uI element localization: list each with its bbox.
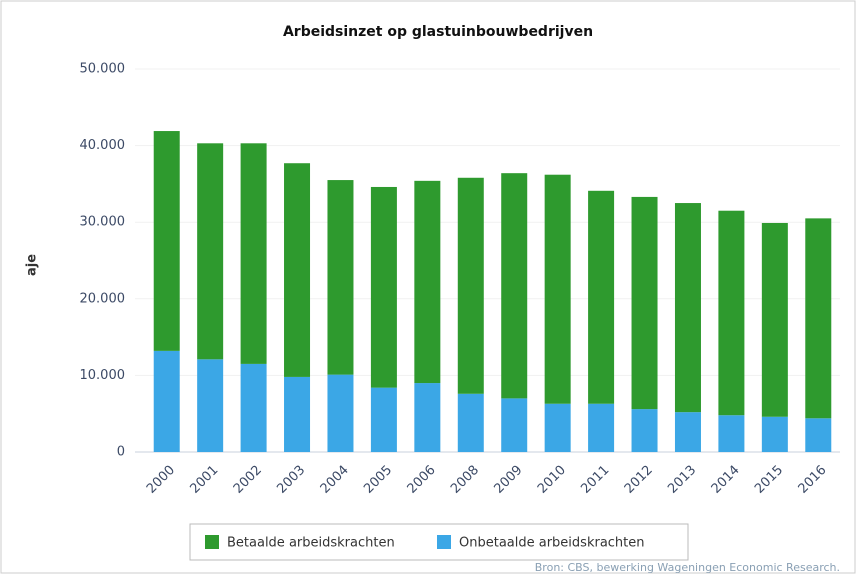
bar-segment (327, 374, 354, 452)
y-tick-label: 30.000 (80, 215, 126, 230)
bar-segment (240, 363, 267, 452)
legend-label: Betaalde arbeidskrachten (227, 536, 395, 551)
bar-segment (284, 163, 311, 377)
bar-segment (414, 383, 441, 452)
bar-segment (588, 403, 615, 452)
bar-segment (761, 222, 788, 417)
legend-swatch (205, 535, 219, 549)
bar-segment (370, 186, 397, 388)
source-note: Bron: CBS, bewerking Wageningen Economic… (535, 561, 840, 574)
bar-segment (153, 131, 180, 351)
bar-segment (370, 387, 397, 452)
bar-segment (501, 173, 528, 399)
y-tick-label: 40.000 (80, 138, 126, 153)
bar-segment (457, 393, 484, 452)
bar-segment (805, 418, 832, 452)
bar-segment (501, 398, 528, 452)
bar-segment (240, 143, 267, 364)
legend-swatch (437, 535, 451, 549)
chart-title: Arbeidsinzet op glastuinbouwbedrijven (283, 24, 593, 40)
y-tick-label: 50.000 (80, 62, 126, 77)
bar-segment (805, 218, 832, 419)
bar-segment (197, 143, 224, 360)
y-axis-label: aje (25, 254, 40, 276)
bar-segment (457, 177, 484, 394)
bar-segment (544, 403, 571, 452)
bar-segment (718, 210, 745, 416)
bar-segment (588, 190, 615, 404)
bar-segment (718, 415, 745, 452)
bar-segment (544, 174, 571, 404)
bar-segment (674, 203, 701, 413)
bar-segment (153, 350, 180, 452)
bar-segment (327, 180, 354, 375)
bar-segment (674, 412, 701, 452)
y-tick-label: 10.000 (80, 368, 126, 383)
bar-segment (631, 409, 658, 452)
bar-segment (761, 416, 788, 452)
bar-segment (197, 359, 224, 452)
bar-segment (284, 376, 311, 452)
y-tick-label: 20.000 (80, 291, 126, 306)
bar-segment (631, 196, 658, 410)
bar-segment (414, 180, 441, 384)
y-tick-label: 0 (117, 445, 125, 460)
legend-label: Onbetaalde arbeidskrachten (459, 536, 645, 551)
